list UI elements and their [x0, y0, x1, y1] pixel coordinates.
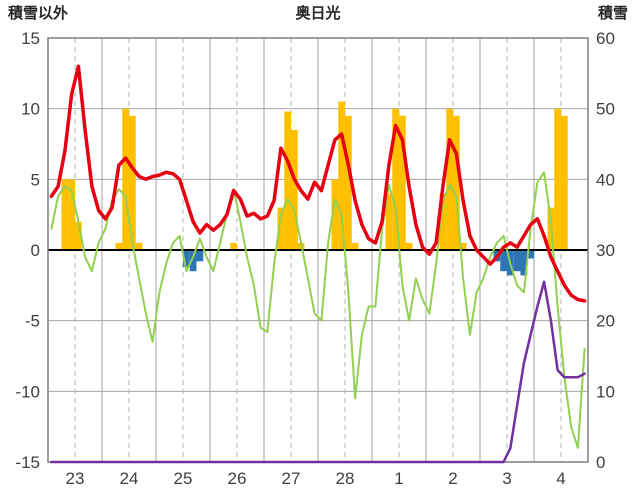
- sunshine-bar: [554, 108, 561, 250]
- sunshine-bar: [135, 242, 143, 250]
- x-axis-tick-label: 2: [448, 469, 457, 488]
- right-axis-tick-label: 20: [596, 312, 615, 331]
- x-axis-tick-label: 24: [120, 469, 139, 488]
- sunshine-bar: [338, 101, 345, 250]
- sunshine-bar: [230, 242, 237, 250]
- sunshine-bar: [439, 193, 447, 250]
- x-axis-tick-label: 3: [502, 469, 511, 488]
- right-axis-tick-label: 40: [596, 170, 615, 189]
- chart-title: 奥日光: [295, 5, 341, 22]
- sunshine-bar: [68, 179, 75, 250]
- precipitation-bar: [196, 250, 204, 262]
- precipitation-bar: [500, 250, 507, 272]
- sunshine-bar: [405, 242, 413, 250]
- green-series-line: [50, 171, 586, 449]
- left-axis-tick-label: 0: [31, 241, 40, 260]
- sunshine-bar: [331, 179, 339, 250]
- sunshine-bar: [459, 242, 467, 250]
- x-axis-tick-label: 26: [228, 469, 247, 488]
- sunshine-bar: [561, 115, 568, 250]
- sunshine-bar: [345, 115, 352, 250]
- x-axis-tick-label: 28: [336, 469, 355, 488]
- right-axis-tick-label: 10: [596, 382, 615, 401]
- precipitation-bar: [520, 250, 528, 276]
- x-axis-tick-label: 25: [174, 469, 193, 488]
- left-axis-tick-label: -5: [25, 312, 40, 331]
- precipitation-bar: [527, 250, 534, 259]
- left-axis-tick-label: 15: [21, 29, 40, 48]
- sunshine-bar: [61, 179, 69, 250]
- sunshine-bar: [122, 108, 129, 250]
- x-axis-tick-label: 1: [394, 469, 403, 488]
- sunshine-bar: [351, 242, 359, 250]
- left-axis-tick-label: 5: [31, 170, 40, 189]
- right-axis-tick-label: 30: [596, 241, 615, 260]
- right-axis-tick-label: 50: [596, 100, 615, 119]
- left-axis-title: 積雪以外: [8, 5, 69, 22]
- precipitation-bar: [513, 250, 521, 272]
- x-axis-tick-label: 27: [282, 469, 301, 488]
- precipitation-bar: [189, 250, 197, 272]
- sunshine-bar: [291, 129, 298, 250]
- left-axis-tick-label: -15: [15, 453, 40, 472]
- x-axis-tick-label: 23: [66, 469, 85, 488]
- sunshine-bar: [392, 108, 399, 250]
- sunshine-bar: [115, 242, 123, 250]
- left-axis-tick-label: -10: [15, 382, 40, 401]
- right-axis-tick-label: 60: [596, 29, 615, 48]
- sunshine-bar: [446, 108, 453, 250]
- snow-depth-line: [50, 280, 586, 464]
- sunshine-bar: [129, 115, 136, 250]
- precipitation-bar: [183, 250, 190, 267]
- x-axis-tick-label: 4: [556, 469, 565, 488]
- sunshine-bar: [277, 207, 285, 250]
- left-axis-tick-label: 10: [21, 100, 40, 119]
- sunshine-bar: [399, 115, 406, 250]
- right-axis-title: 積雪: [597, 5, 628, 22]
- sunshine-bar: [75, 221, 82, 250]
- temperature-line: [49, 64, 587, 303]
- sunshine-bar: [284, 111, 291, 251]
- sunshine-bar: [385, 193, 393, 250]
- sunshine-bar: [453, 115, 460, 250]
- right-axis-tick-label: 0: [596, 453, 605, 472]
